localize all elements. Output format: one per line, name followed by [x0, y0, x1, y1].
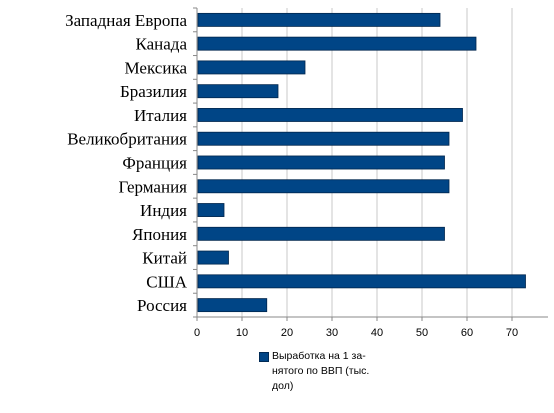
category-label: Западная Европа	[65, 11, 187, 30]
x-tick-label: 0	[194, 327, 200, 339]
x-tick-label: 70	[506, 327, 518, 339]
category-label: Канада	[136, 35, 188, 54]
bar	[197, 131, 450, 146]
category-label: Германия	[118, 177, 187, 196]
bar	[197, 60, 306, 75]
tick-labels: 0 10 20 30 40 50 60 70	[194, 327, 518, 339]
category-label: США	[146, 272, 187, 291]
category-label: Франция	[122, 154, 187, 173]
bar	[197, 155, 445, 170]
legend-label: Выработка на 1 за-нятого по ВВП (тыс. до…	[272, 350, 370, 392]
category-label: Россия	[137, 296, 187, 315]
category-label: Индия	[140, 201, 187, 220]
category-labels: Западная Европа Канада Мексика Бразилия Итал…	[65, 11, 188, 315]
bar	[197, 84, 279, 99]
category-label: Бразилия	[120, 82, 187, 101]
legend-swatch	[259, 352, 269, 362]
bar	[197, 108, 463, 122]
bar	[197, 179, 450, 194]
category-label: Великобритания	[67, 130, 187, 149]
axes	[193, 7, 548, 321]
bar	[197, 226, 445, 241]
bar	[197, 12, 441, 27]
bar	[197, 36, 477, 51]
category-label: Италия	[134, 106, 187, 125]
category-label: Китай	[142, 249, 187, 268]
category-label: Япония	[132, 225, 187, 244]
x-tick-label: 10	[236, 327, 248, 339]
x-tick-label: 60	[461, 327, 473, 339]
bar	[197, 250, 229, 265]
bars	[197, 12, 526, 313]
x-tick-label: 50	[416, 327, 428, 339]
x-tick-label: 40	[371, 327, 383, 339]
bar	[197, 274, 526, 289]
category-label: Мексика	[125, 58, 188, 77]
x-tick-label: 20	[281, 327, 293, 339]
bar	[197, 203, 225, 217]
bar	[197, 298, 268, 313]
x-tick-label: 30	[326, 327, 338, 339]
